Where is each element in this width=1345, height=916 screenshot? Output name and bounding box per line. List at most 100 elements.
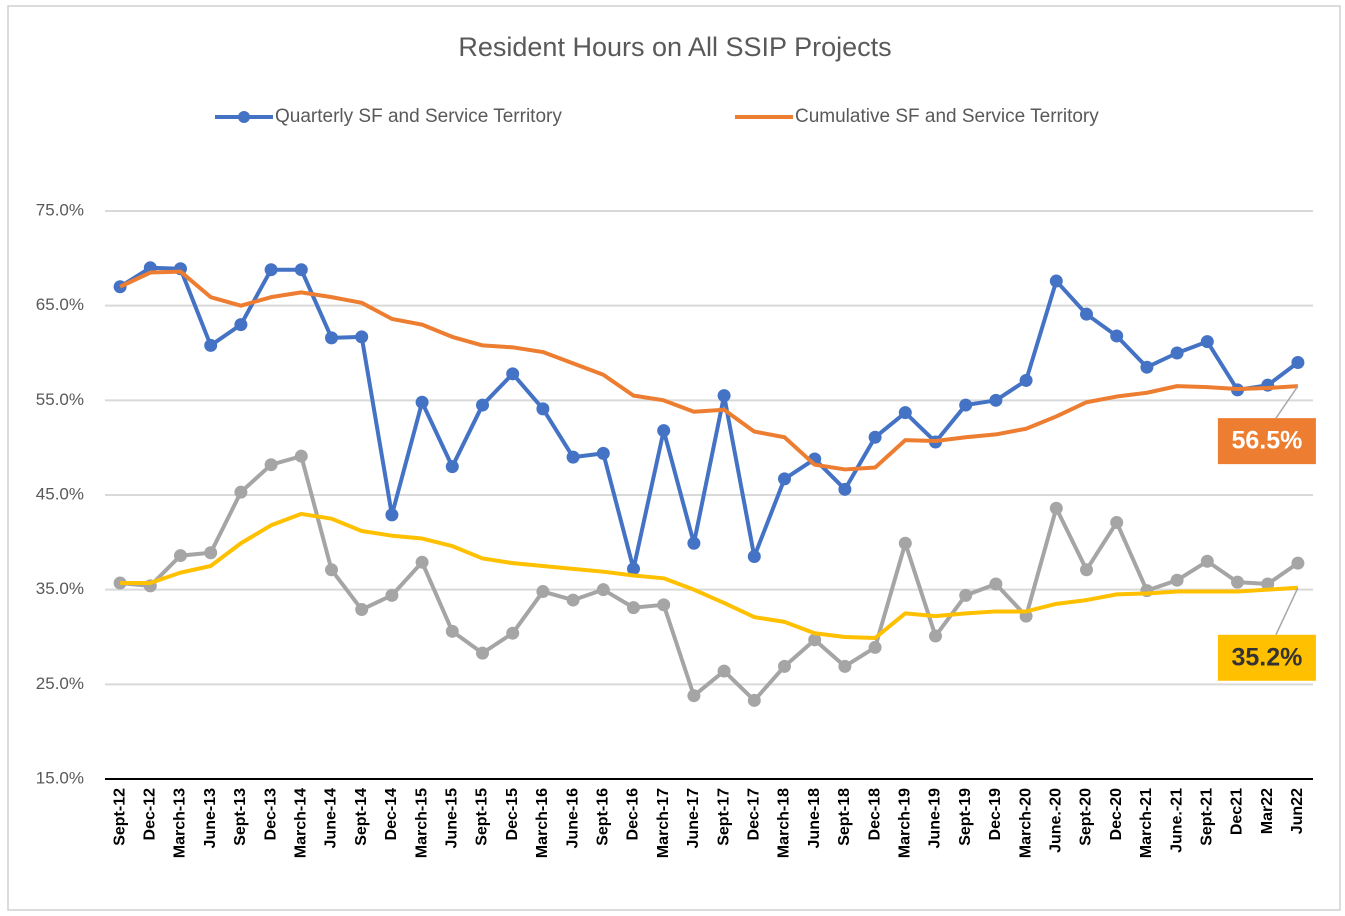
data-point (838, 659, 852, 673)
data-point (536, 402, 550, 416)
x-tick-label: Sept-17 (715, 788, 732, 846)
data-point (808, 633, 822, 647)
data-point (1019, 373, 1033, 387)
data-point (747, 550, 761, 564)
chart-border (7, 5, 1341, 911)
data-point (929, 629, 942, 643)
data-point (445, 460, 459, 474)
x-tick-label: Dec-12 (142, 788, 159, 841)
x-tick-label: March-16 (534, 788, 551, 858)
data-point (627, 562, 640, 576)
data-point (959, 588, 973, 602)
legend-label: Cumulative SF and Service Territory (795, 106, 1099, 127)
x-tick-label: Sept-15 (474, 788, 491, 846)
data-point (747, 693, 761, 707)
x-tick-label: Sept-12 (111, 788, 128, 846)
data-point (1261, 577, 1275, 591)
data-point (294, 263, 308, 277)
y-tick-label: 35.0% (36, 579, 84, 598)
data-point (778, 472, 791, 486)
x-tick-label: March-20 (1017, 788, 1034, 858)
data-point (596, 583, 610, 597)
x-tick-label: March-15 (413, 788, 430, 858)
x-tick-label: Sept-14 (353, 788, 370, 846)
data-point (506, 367, 520, 381)
data-point (566, 593, 580, 607)
data-point (1110, 515, 1124, 529)
value-label-box (1217, 418, 1316, 465)
x-tick-label: Sept-16 (595, 788, 612, 846)
x-tick-label: Dec-18 (866, 788, 883, 841)
data-point (596, 446, 610, 460)
data-point (687, 536, 701, 550)
data-point (1049, 501, 1063, 515)
y-tick-label: 55.0% (36, 390, 84, 409)
series-line (119, 265, 1300, 571)
x-tick-label: Dec-13 (262, 788, 279, 841)
x-tick-label: June.-21 (1168, 788, 1185, 853)
series-line (119, 269, 1299, 472)
data-point (355, 330, 369, 344)
x-tick-label: March-21 (1138, 788, 1155, 858)
data-point (959, 398, 973, 412)
data-point (717, 389, 731, 403)
data-point (1291, 556, 1305, 570)
y-tick-label: 75.0% (36, 200, 84, 219)
x-tick-label: June-14 (323, 788, 340, 849)
x-tick-label: June-15 (444, 788, 461, 849)
data-point (838, 482, 852, 496)
x-tick-label: June-17 (685, 788, 702, 849)
x-tick-label: Dec-20 (1108, 788, 1125, 841)
x-tick-label: Sept-21 (1199, 788, 1216, 846)
data-point (204, 546, 218, 560)
data-point (1231, 575, 1244, 589)
x-tick-label: Dec21 (1229, 788, 1246, 835)
x-tick-label: Dec-17 (746, 788, 763, 841)
data-point (989, 577, 1003, 591)
data-point (264, 458, 278, 472)
y-tick-label: 45.0% (36, 484, 84, 503)
x-tick-label: Dec-15 (504, 788, 521, 841)
x-tick-label: June-13 (202, 788, 219, 849)
chart-title: Resident Hours on All SSIP Projects (458, 32, 891, 62)
data-point (868, 640, 882, 654)
data-point (898, 536, 912, 550)
data-point (355, 603, 369, 617)
series-line (120, 511, 1299, 640)
x-tick-label: March-19 (897, 788, 914, 858)
data-point (627, 601, 640, 615)
data-point (385, 508, 399, 522)
x-tick-label: Sept-20 (1078, 788, 1095, 846)
data-point (868, 430, 882, 444)
data-point (778, 659, 791, 673)
legend-marker (238, 111, 250, 123)
data-point (717, 664, 731, 678)
data-point (264, 263, 278, 277)
y-tick-label: 65.0% (36, 295, 84, 314)
x-tick-label: March-18 (776, 788, 793, 858)
y-tick-label: 15.0% (36, 768, 84, 787)
x-tick-label: June-16 (564, 788, 581, 849)
x-tick-label: March-17 (655, 788, 672, 858)
x-tick-label: March-14 (293, 788, 310, 858)
data-point (325, 331, 338, 345)
data-point (415, 555, 429, 569)
x-tick-label: June-19 (927, 788, 944, 849)
data-point (445, 624, 459, 638)
x-tick-label: Dec-19 (987, 788, 1004, 841)
data-point (476, 646, 489, 660)
label-leader (1275, 587, 1299, 636)
data-point (1080, 563, 1093, 577)
data-point (1200, 554, 1214, 568)
data-point (174, 549, 187, 563)
x-tick-label: Jun22 (1289, 788, 1306, 834)
data-point (234, 318, 248, 332)
value-label: 56.5% (1231, 427, 1302, 455)
data-point (1049, 274, 1063, 288)
data-point (536, 585, 550, 599)
data-point (294, 449, 308, 463)
data-point (1170, 346, 1184, 360)
data-point (1080, 307, 1093, 321)
x-tick-label: March-13 (172, 788, 189, 858)
